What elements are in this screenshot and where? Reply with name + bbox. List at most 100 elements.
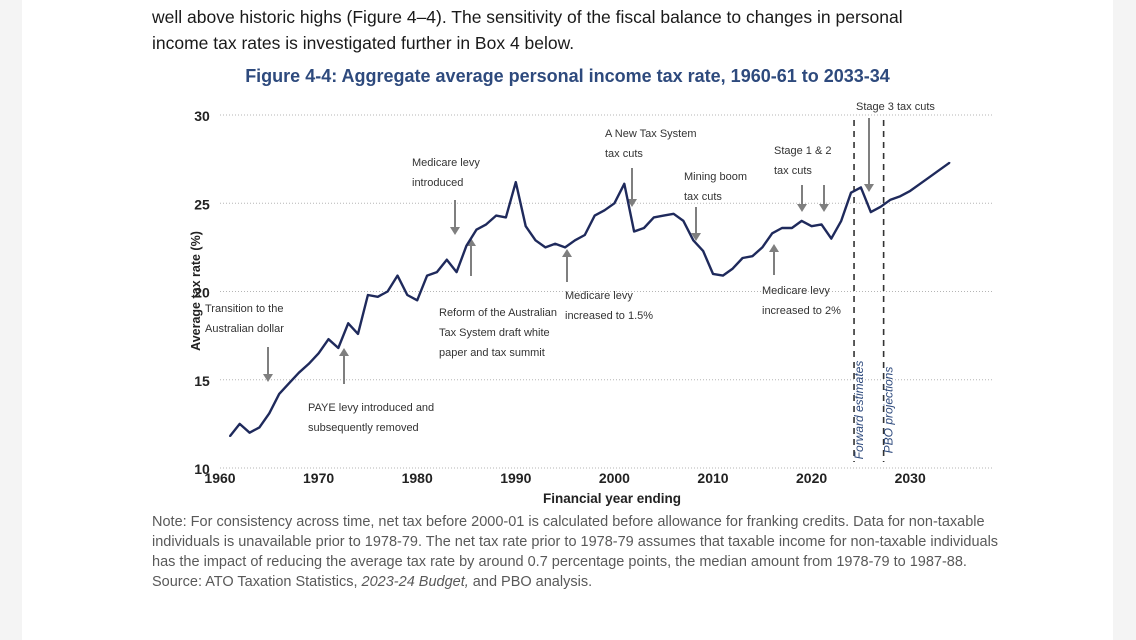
y-axis-label: Average tax rate (%): [189, 231, 203, 351]
data-point: [662, 214, 665, 217]
note-text: Note: For consistency across time, net t…: [152, 514, 999, 570]
data-point: [258, 426, 261, 429]
data-point: [702, 250, 704, 252]
annotation-label: tax cuts: [774, 165, 812, 177]
annotation: A New Tax System tax cuts: [605, 128, 697, 207]
annotation-label: Tax System draft white: [439, 327, 550, 339]
data-point: [436, 271, 438, 273]
tax-rate-chart: Forward estimates PBO projections 1015202…: [189, 101, 992, 506]
annotation-label: Australian dollar: [205, 323, 284, 335]
annotation-label: increased to 1.5%: [565, 310, 653, 322]
data-point: [929, 175, 931, 178]
data-point: [672, 213, 675, 215]
data-point: [771, 232, 773, 235]
annotation-label: Reform of the Australian: [439, 307, 557, 319]
annotation-label: Stage 3 tax cuts: [856, 101, 935, 113]
annotation-arrow-head: [562, 249, 572, 257]
source-budget: 2023-24 Budget,: [361, 574, 469, 590]
intro-line-2: income tax rates is investigated further…: [152, 33, 575, 53]
y-tick-label: 10: [194, 461, 210, 477]
data-point: [307, 363, 310, 365]
data-point: [426, 274, 428, 277]
data-point: [948, 161, 951, 164]
annotation-label: introduced: [412, 177, 463, 189]
data-point: [830, 237, 833, 240]
data-point: [298, 371, 300, 374]
data-point: [357, 333, 359, 335]
figure-note: Note: For consistency across time, net t…: [152, 512, 1002, 592]
data-point: [347, 322, 349, 325]
annotation-label: tax cuts: [684, 191, 722, 203]
annotation: Stage 1 & 2 tax cuts: [774, 145, 832, 212]
data-point: [564, 246, 566, 249]
x-tick-label: 1960: [204, 470, 235, 486]
data-point: [475, 228, 478, 231]
source-prefix: Source: ATO Taxation Statistics,: [152, 574, 362, 590]
annotation-arrow-head: [769, 244, 779, 252]
data-point: [781, 227, 783, 229]
annotation-arrow-head: [339, 348, 349, 356]
y-tick-label: 15: [194, 373, 210, 389]
source-line: Source: ATO Taxation Statistics, 2023-24…: [152, 572, 1002, 592]
annotation-arrow-head: [797, 204, 807, 212]
period-label: PBO projections: [882, 367, 896, 454]
data-point: [682, 220, 685, 222]
y-tick-label: 25: [194, 196, 210, 212]
data-point: [938, 168, 941, 171]
data-point: [633, 230, 635, 233]
annotation-label: Medicare levy: [762, 285, 830, 297]
data-point: [692, 239, 695, 242]
data-point: [791, 227, 793, 229]
data-point: [524, 225, 527, 227]
data-point: [761, 246, 764, 249]
data-point: [278, 393, 280, 395]
data-point: [515, 181, 517, 183]
data-point: [455, 271, 458, 273]
data-point: [879, 205, 882, 208]
data-point: [810, 225, 813, 227]
annotation-label: A New Tax System: [605, 128, 697, 140]
annotation-arrow-head: [627, 199, 637, 207]
annotation-label: subsequently removed: [308, 422, 419, 434]
data-point: [909, 190, 911, 192]
annotation-label: paper and tax summit: [439, 347, 545, 359]
data-point: [623, 183, 626, 185]
y-tick-label: 20: [194, 285, 210, 301]
data-point: [731, 267, 734, 270]
data-point: [653, 216, 655, 219]
annotation-label: tax cuts: [605, 148, 643, 160]
data-point: [367, 294, 369, 296]
data-point: [238, 423, 241, 425]
annotation-label: Medicare levy: [412, 157, 480, 169]
annotation-label: Mining boom: [684, 171, 747, 183]
annotation-label: Stage 1 & 2: [774, 145, 832, 157]
data-point: [643, 227, 645, 229]
annotation: PAYE levy introduced and subsequently rem…: [308, 348, 434, 434]
data-point: [603, 209, 606, 212]
data-point: [869, 211, 872, 213]
data-point: [485, 223, 488, 226]
annotation-arrow-head: [819, 204, 829, 212]
data-point: [574, 239, 576, 242]
annotation-arrow-head: [450, 227, 460, 235]
x-tick-label: 2000: [599, 470, 630, 486]
annotation: Reform of the Australian Tax System draft…: [439, 238, 557, 359]
data-point: [376, 295, 379, 298]
x-axis-label: Financial year ending: [543, 491, 681, 506]
x-tick-label: 2020: [796, 470, 827, 486]
data-point: [584, 234, 586, 236]
intro-paragraph: well above historic highs (Figure 4–4). …: [152, 4, 1092, 56]
series-line: [228, 161, 951, 437]
data-point: [495, 214, 497, 217]
data-point: [396, 274, 399, 277]
y-tick-label: 30: [194, 108, 210, 124]
data-point: [751, 255, 754, 257]
annotation-arrow-head: [864, 184, 874, 192]
data-point: [416, 299, 419, 302]
annotation: Transition to the Australian dollar: [205, 303, 284, 382]
annotation: Medicare levy increased to 2%: [762, 244, 841, 317]
figure-title: Figure 4-4: Aggregate average personal i…: [245, 66, 890, 86]
x-tick-label: 1970: [303, 470, 334, 486]
annotation-label: Medicare levy: [565, 290, 633, 302]
x-tick-label: 2030: [895, 470, 926, 486]
